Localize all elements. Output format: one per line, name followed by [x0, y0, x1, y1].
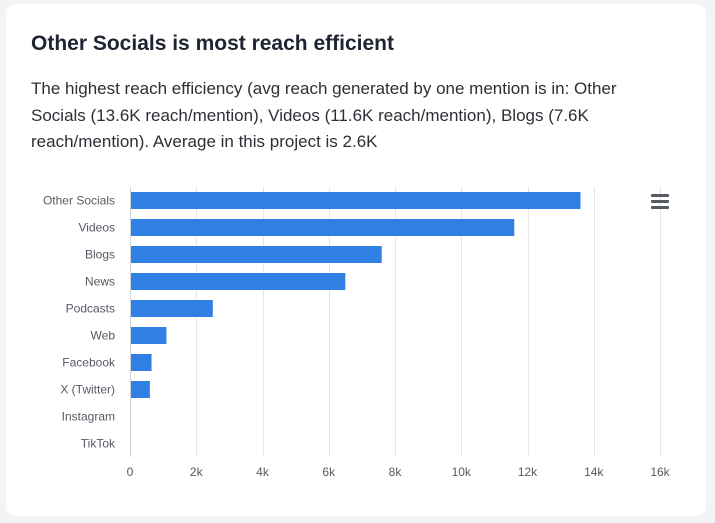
chart-card: Other Socials is most reach efficient Th…: [6, 4, 706, 516]
y-category-label: Podcasts: [66, 302, 115, 316]
x-tick-label: 12k: [518, 465, 538, 479]
y-category-label: X (Twitter): [60, 383, 115, 397]
chart-title: Other Socials is most reach efficient: [31, 32, 394, 55]
bar-facebook[interactable]: [130, 354, 152, 371]
y-category-label: Other Socials: [43, 194, 115, 208]
x-tick-label: 16k: [650, 465, 670, 479]
x-tick-label: 14k: [584, 465, 604, 479]
x-tick-label: 4k: [256, 465, 270, 479]
y-category-label: Facebook: [62, 356, 116, 370]
x-tick-label: 2k: [190, 465, 204, 479]
bar-news[interactable]: [130, 273, 346, 290]
x-tick-label: 0: [127, 465, 134, 479]
y-category-label: TikTok: [81, 437, 116, 451]
y-category-label: Videos: [79, 221, 115, 235]
y-category-label: Instagram: [62, 410, 115, 424]
bar-videos[interactable]: [130, 219, 515, 236]
bar-x-twitter[interactable]: [130, 381, 150, 398]
bar-blogs[interactable]: [130, 246, 382, 263]
hamburger-menu-icon[interactable]: [646, 190, 674, 214]
bar-chart: 0 2k 4k 6k 8k 10k 12k 14k 16k Other Socials Videos…: [43, 187, 671, 479]
x-tick-label: 8k: [389, 465, 403, 479]
bar-podcasts[interactable]: [130, 300, 213, 317]
y-category-label: News: [85, 275, 115, 289]
chart-description: The highest reach efficiency (avg reach …: [31, 79, 617, 151]
y-category-label: Web: [91, 329, 116, 343]
x-tick-label: 10k: [452, 465, 472, 479]
y-category-label: Blogs: [85, 248, 115, 262]
x-tick-label: 6k: [322, 465, 336, 479]
bar-web[interactable]: [130, 327, 167, 344]
bar-other-socials[interactable]: [130, 192, 581, 209]
